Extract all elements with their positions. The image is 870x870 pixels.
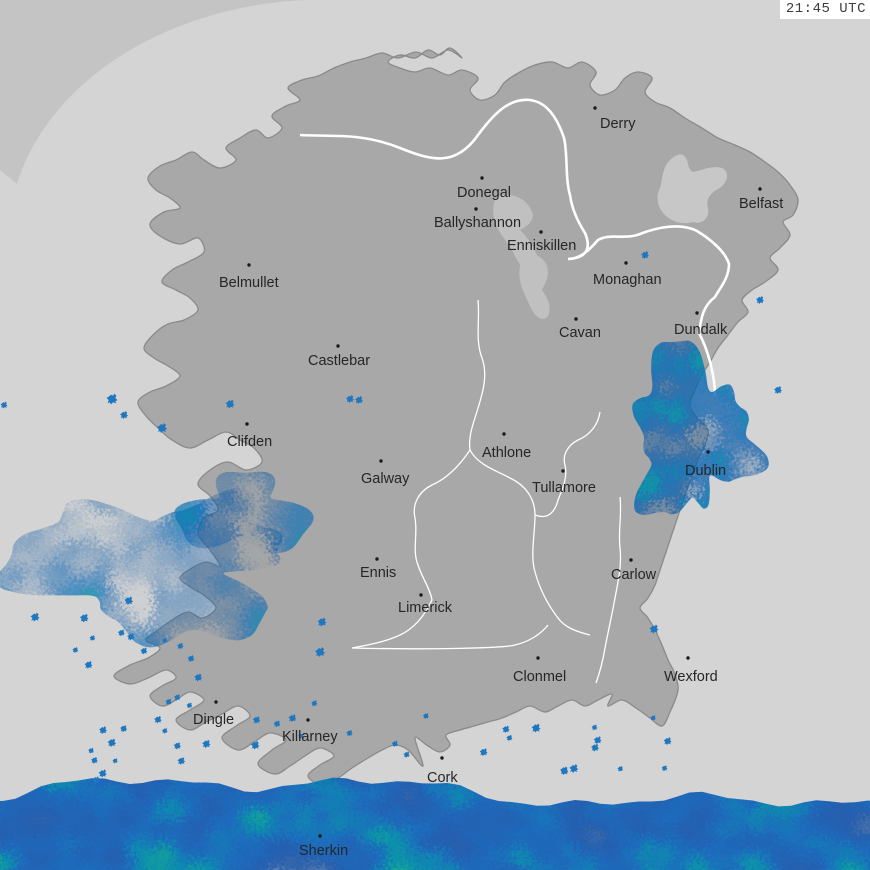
svg-text:Belfast: Belfast xyxy=(739,196,783,212)
svg-text:Monaghan: Monaghan xyxy=(593,272,662,288)
svg-text:Sherkin: Sherkin xyxy=(299,843,348,859)
svg-text:Wexford: Wexford xyxy=(664,669,718,685)
svg-text:Belmullet: Belmullet xyxy=(219,275,279,291)
svg-text:Donegal: Donegal xyxy=(457,185,511,201)
svg-text:Limerick: Limerick xyxy=(398,600,453,616)
svg-text:Cork: Cork xyxy=(427,770,458,786)
svg-text:Clifden: Clifden xyxy=(227,434,272,450)
svg-text:Killarney: Killarney xyxy=(282,729,338,745)
svg-text:Dublin: Dublin xyxy=(685,463,726,479)
svg-text:Ennis: Ennis xyxy=(360,565,396,581)
svg-text:Cavan: Cavan xyxy=(559,325,601,341)
svg-text:Clonmel: Clonmel xyxy=(513,669,566,685)
svg-text:Derry: Derry xyxy=(600,116,636,132)
svg-text:Ballyshannon: Ballyshannon xyxy=(434,215,521,231)
svg-text:Enniskillen: Enniskillen xyxy=(507,238,576,254)
svg-text:Galway: Galway xyxy=(361,471,410,487)
svg-text:Carlow: Carlow xyxy=(611,567,657,583)
svg-text:Castlebar: Castlebar xyxy=(308,353,370,369)
svg-text:Tullamore: Tullamore xyxy=(532,480,596,496)
svg-text:Dingle: Dingle xyxy=(193,712,234,728)
svg-text:Dundalk: Dundalk xyxy=(674,322,728,338)
svg-text:Athlone: Athlone xyxy=(482,445,531,461)
